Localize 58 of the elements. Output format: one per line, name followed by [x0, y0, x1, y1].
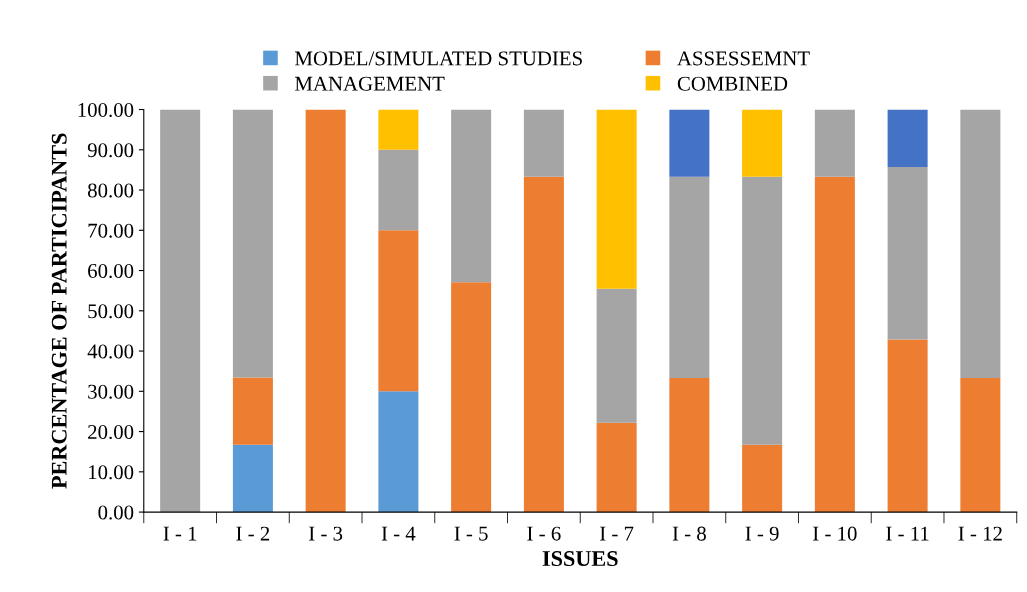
bar — [742, 109, 783, 177]
bar — [887, 167, 928, 340]
bar — [451, 109, 492, 283]
legend-label: COMBINED — [677, 76, 788, 91]
bar — [232, 444, 273, 513]
bar — [669, 176, 710, 379]
bar — [232, 109, 273, 378]
bar — [887, 109, 928, 168]
bar — [669, 378, 710, 513]
bar — [378, 149, 419, 231]
y-tick-label: 30.00 — [88, 384, 134, 399]
x-tick-label: I - 11 — [886, 526, 929, 541]
y-tick-label: 80.00 — [87, 183, 134, 198]
bar — [742, 444, 783, 513]
legend-label: ASSESSEMNT — [677, 51, 810, 66]
x-tick-label: I - 7 — [600, 526, 634, 541]
y-tick-label: 10.00 — [89, 465, 134, 480]
x-tick-label: I - 4 — [381, 526, 416, 541]
bar — [814, 109, 855, 177]
y-tick-label: 60.00 — [88, 263, 134, 279]
bar — [378, 109, 419, 150]
bar — [378, 230, 419, 392]
bar — [887, 339, 928, 513]
legend-label: MANAGEMENT — [295, 76, 445, 91]
y-tick-label: 50.00 — [88, 304, 134, 319]
y-tick-label: 40.00 — [87, 344, 134, 359]
bar — [596, 422, 637, 513]
x-tick-label: I - 10 — [813, 526, 857, 541]
bar — [378, 391, 419, 513]
bar — [669, 109, 710, 177]
y-axis-title: PERCENTAGE OF PARTICIPANTS — [51, 133, 67, 489]
bar — [232, 377, 273, 445]
x-tick-label: I - 12 — [958, 526, 1002, 541]
x-tick-label: I - 6 — [527, 526, 561, 541]
legend-label: MODEL/SIMULATED STUDIES — [295, 51, 582, 66]
bar — [960, 109, 1001, 379]
y-tick-label: 90.00 — [87, 143, 134, 158]
x-tick-label: I - 9 — [745, 526, 779, 541]
bar — [523, 176, 564, 513]
x-tick-label: I - 8 — [672, 526, 706, 541]
bar — [814, 176, 855, 513]
bar — [596, 109, 637, 289]
y-tick-label: 0.00 — [98, 505, 134, 520]
y-tick-label: 100.00 — [78, 102, 134, 118]
x-axis-title: ISSUES — [542, 551, 618, 567]
bar — [305, 109, 346, 513]
bar — [960, 378, 1001, 513]
y-tick-label: 20.00 — [88, 424, 134, 440]
bar — [451, 282, 492, 513]
bar — [742, 176, 783, 445]
x-tick-label: I - 3 — [309, 526, 343, 541]
x-tick-label: I - 2 — [236, 526, 270, 541]
bar — [160, 109, 201, 513]
bar — [596, 288, 637, 423]
bar — [523, 109, 564, 177]
y-tick-label: 70.00 — [88, 223, 134, 238]
x-tick-label: I - 1 — [163, 526, 197, 541]
x-tick-label: I - 5 — [454, 526, 488, 541]
